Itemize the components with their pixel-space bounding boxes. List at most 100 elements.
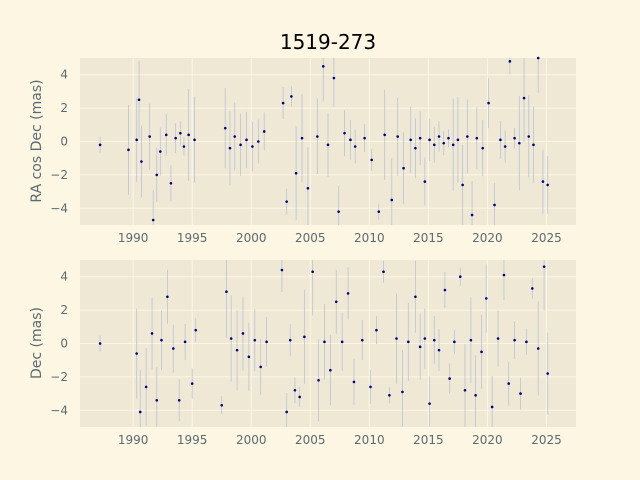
top-data-point: [321, 65, 325, 68]
top-data-point: [257, 140, 260, 143]
bottom-x-tick-label: 1990: [118, 433, 149, 447]
top-data-point: [396, 135, 399, 138]
bottom-x-tick-label: 2025: [531, 433, 562, 447]
bottom-x-tick-label: 2000: [236, 433, 267, 447]
top-data-point: [281, 101, 285, 105]
bottom-data-point: [144, 385, 148, 389]
bottom-data-point: [369, 385, 372, 389]
top-data-point: [390, 198, 394, 202]
bottom-data-point: [235, 348, 239, 352]
top-data-point: [451, 143, 455, 147]
top-data-point: [98, 143, 102, 147]
bottom-data-point: [241, 332, 245, 335]
bottom-data-point: [340, 340, 344, 344]
top-data-point: [527, 135, 531, 138]
top-data-point: [316, 135, 319, 138]
top-data-point: [332, 76, 336, 80]
top-data-point: [466, 135, 469, 138]
top-data-point: [169, 181, 173, 185]
bottom-data-point: [334, 300, 338, 304]
top-data-point: [233, 135, 237, 138]
bottom-data-point: [458, 275, 462, 279]
top-data-point: [285, 200, 288, 203]
top-data-point: [300, 136, 304, 140]
bottom-data-point: [259, 365, 262, 369]
bottom-data-point: [401, 390, 404, 394]
top-x-tick-label: 2000: [236, 231, 267, 245]
bottom-grid: [80, 260, 576, 427]
bottom-data-point: [229, 337, 233, 340]
bottom-data-point: [346, 292, 350, 295]
top-data-point: [447, 136, 450, 140]
top-data-point: [456, 138, 460, 142]
bottom-data-point: [502, 273, 506, 277]
bottom-data-point: [150, 332, 154, 335]
top-data-point: [437, 135, 441, 138]
bottom-data-point: [432, 338, 436, 342]
top-data-point: [409, 138, 412, 142]
bottom-y-axis-label: Dec (mas): [29, 307, 45, 379]
bottom-y-tick-label: 2: [60, 303, 68, 317]
top-y-tick-label: 4: [60, 68, 68, 82]
top-data-point: [363, 136, 366, 140]
top-data-point: [182, 145, 186, 148]
bottom-data-point: [171, 347, 175, 350]
top-data-point: [370, 158, 373, 162]
bottom-data-point: [138, 410, 142, 414]
bottom-data-point: [360, 338, 364, 342]
top-data-point: [343, 131, 346, 135]
top-data-point: [228, 146, 232, 150]
top-x-tick-label: 2015: [413, 231, 444, 245]
top-data-point: [151, 218, 155, 222]
bottom-data-point: [155, 398, 159, 402]
top-data-point: [475, 136, 479, 140]
top-data-point: [377, 210, 381, 213]
bottom-data-point: [135, 352, 138, 355]
top-data-point: [193, 138, 196, 142]
top-data-point: [518, 141, 521, 145]
top-data-point: [546, 183, 549, 187]
bottom-x-tick-label: 2010: [354, 433, 385, 447]
top-y-tick-labels: −4 −2 0 2 4: [50, 68, 68, 216]
bottom-data-point: [469, 338, 473, 342]
bottom-data-point: [414, 295, 417, 299]
bottom-data-point: [395, 337, 398, 340]
top-data-point: [349, 138, 352, 142]
bottom-data-point: [496, 337, 500, 340]
top-data-point: [522, 96, 526, 100]
bottom-x-tick-label: 2005: [295, 433, 326, 447]
bottom-data-point: [323, 340, 326, 344]
top-x-tick-label: 2005: [295, 231, 326, 245]
bottom-x-tick-label: 2020: [472, 433, 503, 447]
top-panel: 1990 1995 2000 2005 2010 2015 2020 2025 −4 −2 0 2 4…: [29, 56, 576, 245]
bottom-data-point: [288, 338, 292, 342]
bottom-y-tick-label: −2: [50, 370, 68, 384]
bottom-x-tick-labels: 1990 1995 2000 2005 2010 2015 2020 2025: [118, 433, 562, 447]
top-data-point: [428, 138, 431, 142]
bottom-data-point: [423, 337, 427, 340]
top-data-point: [442, 141, 446, 145]
bottom-data-point: [311, 270, 314, 273]
top-x-tick-label: 1995: [177, 231, 208, 245]
bottom-data-point: [531, 287, 534, 290]
bottom-data-point: [382, 270, 385, 273]
top-data-point: [239, 143, 242, 147]
top-data-point: [306, 186, 310, 190]
bottom-data-point: [536, 347, 540, 350]
bottom-data-point: [190, 382, 194, 385]
bottom-data-point: [448, 377, 451, 380]
top-data-point: [470, 213, 474, 217]
bottom-data-point: [177, 398, 181, 402]
top-data-point: [418, 136, 422, 140]
top-y-tick-label: −4: [50, 201, 68, 215]
bottom-data-point: [490, 405, 494, 409]
bottom-y-tick-label: 0: [60, 337, 68, 351]
top-data-point: [245, 138, 248, 142]
bottom-data-point: [418, 345, 422, 349]
top-data-point: [179, 131, 182, 135]
bottom-data-point: [285, 410, 288, 414]
bottom-data-point: [463, 388, 467, 392]
top-data-point: [127, 148, 130, 152]
bottom-y-tick-labels: −4 −2 0 2 4: [50, 270, 68, 418]
